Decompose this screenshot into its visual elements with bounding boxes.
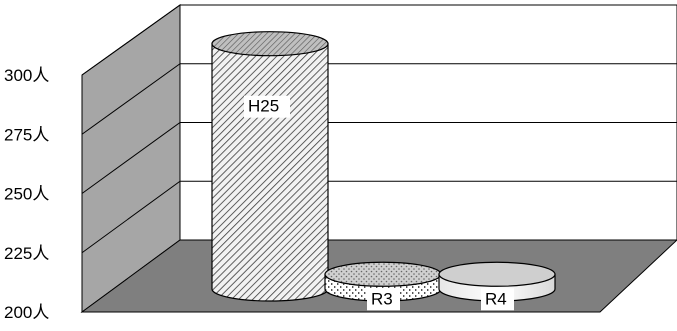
bar-h25: H25 [211,31,329,302]
gridline-side [81,63,181,135]
y-tick-label: 275人 [4,125,49,144]
y-tick-label: 225人 [4,244,49,263]
bar-label-box [244,95,290,118]
gridline-side [81,4,181,76]
y-tick-label: 300人 [4,66,49,85]
bar-label-box [367,288,400,311]
bar-body [211,43,329,302]
bar-top [211,31,329,57]
bar-label: R4 [485,289,507,308]
bar-r4: R4 [438,261,556,311]
y-tick-label: 250人 [4,185,49,204]
bar-label: R3 [371,289,393,308]
bar-label-box [481,288,514,311]
bar-label: H25 [248,97,279,116]
bar-top [438,261,556,287]
gridline-side [81,180,181,254]
bar-top [324,261,442,287]
gridline-side [81,122,181,194]
y-tick-label: 200人 [4,303,49,322]
